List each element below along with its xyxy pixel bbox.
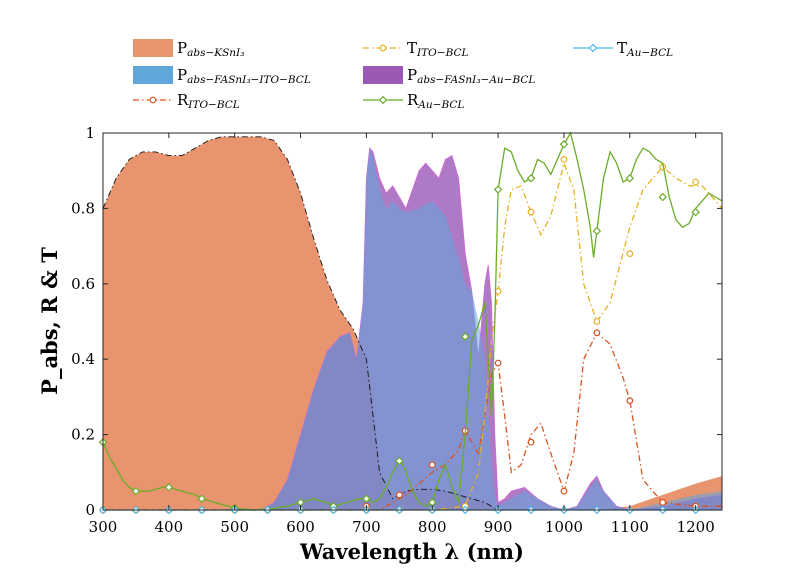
point-r-au-bcl (526, 173, 536, 183)
legend-label-sub: Au−BCL (626, 47, 673, 59)
axes-box (102, 132, 723, 511)
point-r-ito-bcl (626, 397, 634, 405)
y-tick-label: 0.8 (71, 199, 95, 217)
point-r-ito-bcl (659, 499, 667, 506)
chart-areas (102, 136, 723, 511)
legend-label-sub: Au−BCL (417, 99, 464, 111)
point-r-au-bcl (592, 226, 602, 236)
x-tick-label: 1000 (545, 518, 583, 536)
x-tick-label: 1100 (611, 518, 649, 536)
point-r-ito-bcl (527, 438, 535, 446)
legend-label: RITO−BCL (177, 91, 240, 111)
point-t-ito-bcl (692, 178, 700, 186)
legend-item-fasni3_ito: Pabs−FASnI₃−ITO−BCL (133, 66, 311, 86)
legend-label: TAu−BCL (617, 39, 673, 59)
legend-label: RAu−BCL (407, 91, 464, 111)
chart-ticks: 300 400 500 600 700 800 900 1000 1100 1200 0 0.2 0.4… (71, 124, 722, 536)
point-r-au-bcl (625, 173, 635, 183)
legend-swatch (363, 66, 403, 84)
point-r-au-bcl (691, 207, 700, 217)
legend-item-r_au: RAu−BCL (363, 91, 464, 111)
legend-item-r_ito: RITO−BCL (133, 91, 240, 111)
line-t-ito-bcl (103, 161, 723, 511)
point-r-au-bcl (460, 332, 470, 341)
x-tick-label: 800 (418, 518, 447, 536)
point-r-au-bcl (493, 185, 503, 194)
legend-label: Pabs−FASnI₃−ITO−BCL (177, 66, 311, 86)
legend-swatch (133, 66, 173, 84)
legend-label: TITO−BCL (407, 39, 469, 59)
point-r-au-bcl (164, 483, 174, 492)
point-r-au-bcl (131, 486, 141, 496)
legend-marker (588, 43, 598, 53)
area-pabs-ksni3 (103, 136, 722, 511)
y-tick-label: 0 (85, 501, 95, 519)
point-t-ito-bcl (593, 318, 601, 325)
legend-item-t_ito: TITO−BCL (363, 39, 469, 59)
legend-label-sub: abs−FASnI₃−ITO−BCL (187, 74, 311, 86)
point-r-au-bcl (362, 494, 371, 503)
legend-label-sub: ITO−BCL (416, 47, 469, 59)
x-tick-label: 600 (286, 518, 315, 536)
point-r-au-bcl (658, 192, 667, 202)
x-tick-label: 1200 (677, 518, 715, 536)
x-tick-label: 300 (89, 518, 118, 536)
y-tick-label: 1 (85, 124, 95, 142)
legend-swatch (133, 39, 173, 57)
point-r-ito-bcl (395, 491, 403, 499)
x-tick-label: 700 (352, 518, 381, 536)
point-r-ito-bcl (560, 487, 568, 495)
point-r-au-bcl (559, 140, 569, 149)
y-tick-label: 0.6 (71, 275, 95, 293)
y-tick-label: 0.2 (71, 426, 95, 444)
point-r-ito-bcl (593, 329, 601, 337)
line-r-ito-bcl (103, 331, 722, 511)
legend-label-sub: abs−KSnI₃ (187, 47, 244, 59)
point-t-ito-bcl (560, 155, 568, 163)
legend-marker (378, 95, 388, 105)
line-r-au-bcl (102, 131, 723, 511)
legend-marker (149, 96, 157, 104)
legend-marker (379, 44, 387, 52)
chart-legend: Pabs−KSnI₃ TITO−BCL TAu−BCL Pabs−FASnI₃−ITO… (133, 39, 673, 111)
point-r-au-bcl (197, 494, 207, 503)
point-r-ito-bcl (428, 461, 436, 469)
point-r-ito-bcl (494, 359, 502, 367)
x-axis-label: Wavelength λ (nm) (299, 539, 524, 564)
point-t-ito-bcl (527, 208, 535, 216)
x-tick-label: 400 (155, 518, 184, 536)
point-t-ito-bcl (626, 250, 634, 258)
y-axis-label: P_abs, R & T (37, 247, 62, 395)
line-pabs-envelope (102, 136, 499, 511)
x-tick-label: 500 (220, 518, 249, 536)
legend-label: Pabs−FASnI₃−Au−BCL (407, 66, 535, 86)
area-pabs-fasni3-ito-bcl (261, 148, 722, 510)
legend-item-ksni3: Pabs−KSnI₃ (133, 39, 244, 59)
legend-item-t_au: TAu−BCL (573, 39, 673, 59)
x-tick-label: 900 (484, 518, 513, 536)
legend-label-sub: ITO−BCL (187, 99, 240, 111)
point-r-au-bcl (395, 456, 404, 466)
legend-label-sub: abs−FASnI₃−Au−BCL (417, 74, 535, 86)
legend-label: Pabs−KSnI₃ (177, 39, 244, 59)
y-tick-label: 0.4 (71, 350, 95, 368)
legend-item-fasni3_au: Pabs−FASnI₃−Au−BCL (363, 66, 535, 86)
